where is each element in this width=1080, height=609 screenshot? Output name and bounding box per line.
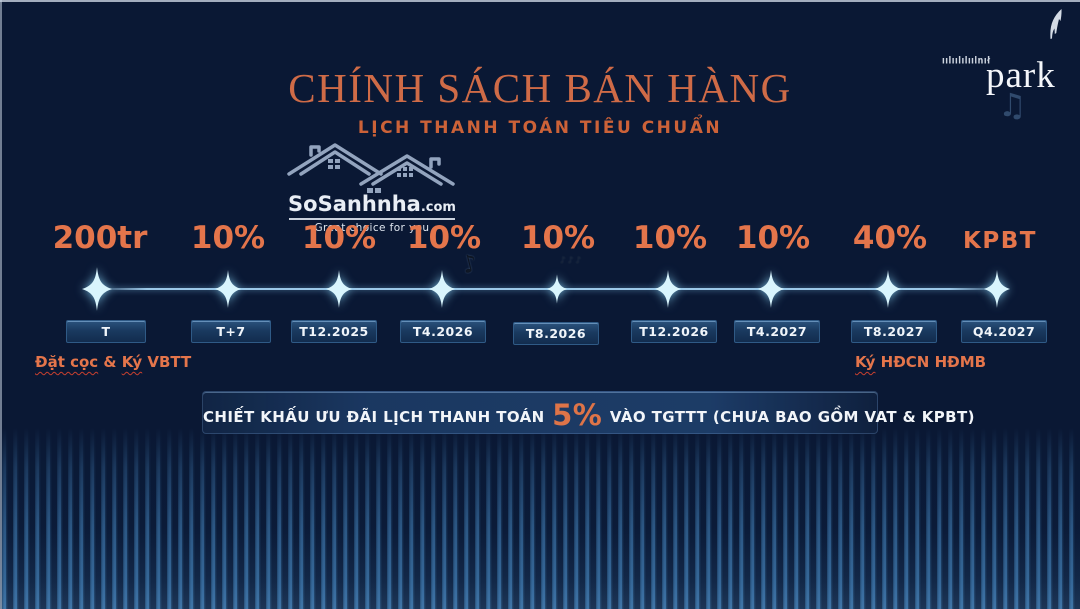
houses-icon	[281, 140, 463, 198]
timeline-date-4: T4.2026	[400, 320, 486, 343]
watermark-divider	[289, 218, 455, 220]
timeline-star-icon	[984, 270, 1010, 308]
timeline-star-icon	[875, 270, 901, 308]
payment-percent-9: KPBT	[963, 228, 1037, 254]
annotation-deposit-word2: Ký	[121, 353, 143, 371]
timeline-date-3: T12.2025	[291, 320, 377, 343]
annotation-deposit: Đặt cọc & Ký VBTT	[35, 353, 192, 371]
payment-percent-2: 10%	[190, 220, 266, 256]
payment-percent-6: 10%	[632, 220, 708, 256]
timeline-date-7: T4.2027	[734, 320, 820, 343]
tiny-marks-decor: ♪♪♪	[560, 256, 584, 266]
left-edge-line	[0, 0, 2, 609]
timeline-star-icon	[758, 270, 784, 308]
watermark-tagline: Great choice for you	[314, 222, 430, 234]
payment-percent-1: 200tr	[52, 220, 148, 256]
park-logo-wordmark: park	[986, 55, 1056, 96]
top-edge-line	[0, 0, 1080, 2]
banner-highlight-percent: 5%	[552, 398, 603, 432]
annotation-contract: Ký HĐCN HĐMB	[855, 353, 987, 371]
feather-icon	[1046, 8, 1064, 42]
watermark-brand-suffix: .com	[420, 200, 456, 215]
timeline-date-1: T	[66, 320, 146, 343]
timeline-star-icon	[215, 270, 241, 308]
timeline-star-icon	[547, 274, 567, 304]
equalizer-stripes-background	[0, 428, 1080, 609]
music-note-icon: ♫	[998, 86, 1027, 124]
sosanhnha-watermark: SoSanhnha.com Great choice for you	[281, 140, 463, 234]
timeline-star-icon	[326, 270, 352, 308]
page-subtitle: LỊCH THANH TOÁN TIÊU CHUẨN	[357, 118, 723, 138]
timeline-date-5: T8.2026	[513, 322, 599, 345]
annotation-contract-word: Ký	[855, 353, 876, 371]
page-title: CHÍNH SÁCH BÁN HÀNG	[288, 65, 792, 111]
banner-prefix: CHIẾT KHẤU ƯU ĐÃI LỊCH THANH TOÁN	[203, 408, 551, 426]
watermark-brand: SoSanhnha.com	[288, 192, 456, 216]
payment-percent-8: 40%	[852, 220, 928, 256]
payment-percent-4: 10%	[406, 220, 482, 256]
timeline-date-6: T12.2026	[631, 320, 717, 343]
timeline-star-icon	[429, 270, 455, 308]
timeline-date-8: T8.2027	[851, 320, 937, 343]
annotation-deposit-word1: Đặt cọc	[35, 353, 99, 371]
payment-percent-3: 10%	[301, 220, 377, 256]
timeline-star-icon	[655, 270, 681, 308]
timeline-date-2: T+7	[191, 320, 271, 343]
payment-percent-5: 10%	[520, 220, 596, 256]
timeline-date-9: Q4.2027	[961, 320, 1047, 343]
banner-suffix: VÀO TGTTT (CHƯA BAO GỒM VAT & KPBT)	[604, 408, 975, 426]
discount-banner: CHIẾT KHẤU ƯU ĐÃI LỊCH THANH TOÁN 5% VÀO…	[202, 391, 974, 434]
timeline-star-icon	[82, 267, 112, 311]
payment-percent-7: 10%	[735, 220, 811, 256]
park-logo-small-text: ıılıılılıılnıł	[942, 54, 991, 67]
